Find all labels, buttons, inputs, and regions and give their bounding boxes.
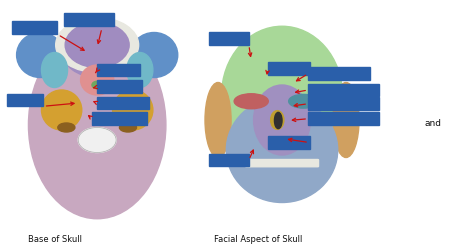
Ellipse shape [62,22,133,78]
Bar [12,21,57,34]
Ellipse shape [127,52,153,88]
Ellipse shape [234,94,268,109]
Bar [268,62,310,75]
Ellipse shape [112,90,153,130]
Ellipse shape [28,31,166,219]
Bar [97,80,142,92]
Bar [308,98,379,110]
Ellipse shape [333,82,359,158]
Ellipse shape [226,98,337,202]
Ellipse shape [221,26,342,164]
Ellipse shape [92,81,102,89]
Bar [209,32,249,45]
Ellipse shape [205,82,231,158]
Bar [92,112,147,125]
Ellipse shape [65,22,129,68]
Text: Base of Skull: Base of Skull [27,235,82,244]
Ellipse shape [254,85,310,155]
Ellipse shape [81,65,114,95]
Ellipse shape [274,112,282,128]
Bar [308,112,379,125]
FancyBboxPatch shape [246,160,319,167]
Bar [7,94,43,106]
Bar [308,84,379,96]
Text: and: and [424,119,441,128]
Ellipse shape [130,32,178,78]
Ellipse shape [17,32,64,78]
Ellipse shape [289,94,318,108]
Circle shape [119,123,137,132]
Ellipse shape [42,90,82,130]
Bar [308,68,370,80]
Ellipse shape [78,128,116,152]
Circle shape [58,123,75,132]
Bar [268,136,310,149]
Ellipse shape [41,52,67,88]
Text: Facial Aspect of Skull: Facial Aspect of Skull [214,235,302,244]
Bar [97,64,140,76]
Bar [209,154,249,166]
Ellipse shape [55,18,138,72]
Bar [64,13,114,26]
Bar [97,97,149,109]
Ellipse shape [271,110,284,130]
